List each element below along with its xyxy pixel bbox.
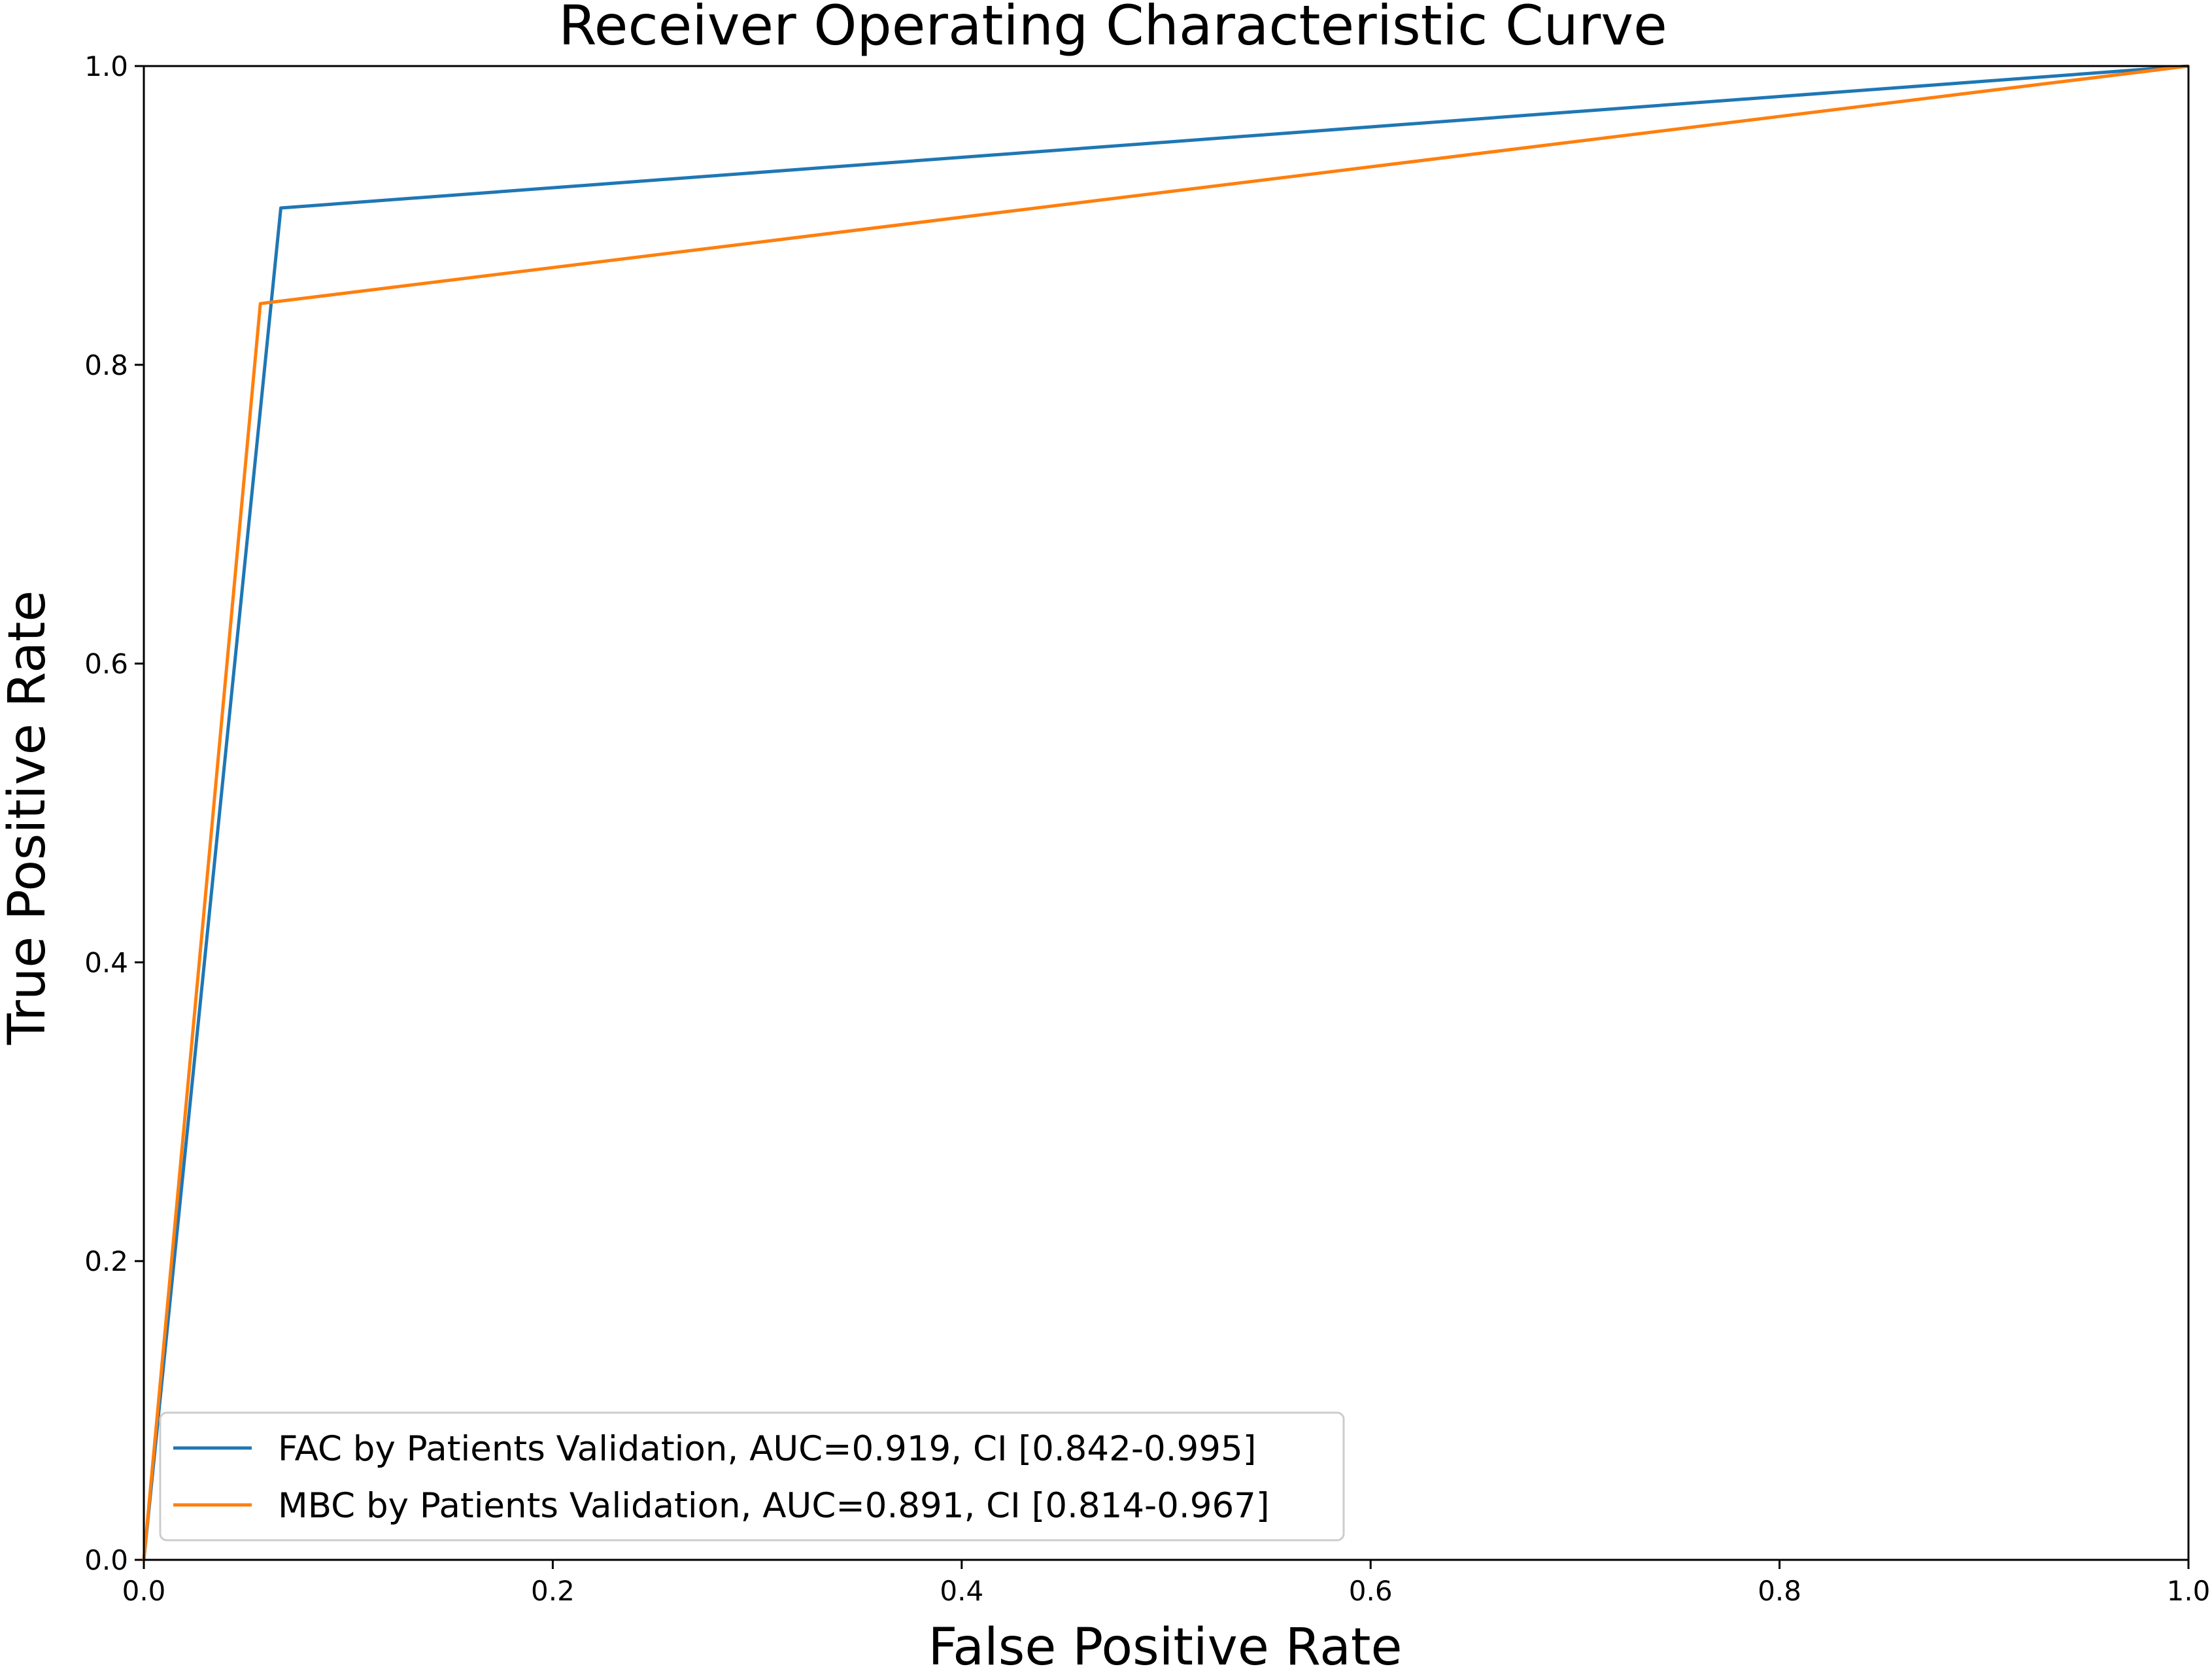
x-tick-label: 0.0: [122, 1575, 166, 1607]
x-tick-label: 0.2: [531, 1575, 575, 1607]
y-tick-label: 0.2: [84, 1245, 128, 1277]
y-tick-label: 0.6: [84, 648, 128, 680]
y-axis-title: True Positive Rate: [0, 591, 57, 1046]
legend-box: [159, 1411, 1345, 1542]
y-tick-label: 0.0: [84, 1544, 128, 1576]
y-tick-label: 0.8: [84, 349, 128, 381]
series-line-mbc: [142, 64, 2189, 1561]
y-tick-label: 0.4: [84, 946, 128, 978]
x-tick-label: 0.8: [1758, 1575, 1801, 1607]
y-tick-label: 1.0: [84, 50, 128, 82]
legend: FAC by Patients Validation, AUC=0.919, C…: [159, 1411, 1345, 1542]
plot-frame: [143, 65, 2190, 1561]
ticks-layer: 0.0 0.2 0.4 0.6 0.8 1.0 0.0 0.2 0.4 0.6 0.8 1.0: [84, 50, 2210, 1607]
legend-label-fac: FAC by Patients Validation, AUC=0.919, C…: [278, 1429, 1256, 1469]
series-layer: [142, 64, 2189, 1561]
x-tick-label: 0.6: [1349, 1575, 1393, 1607]
x-tick-label: 0.4: [940, 1575, 983, 1607]
x-tick-label: 1.0: [2167, 1575, 2211, 1607]
legend-label-mbc: MBC by Patients Validation, AUC=0.891, C…: [278, 1486, 1270, 1526]
series-line-fac: [142, 64, 2189, 1561]
chart-title: Receiver Operating Characteristic Curve: [558, 0, 1667, 58]
x-axis-title: False Positive Rate: [928, 1618, 1403, 1670]
